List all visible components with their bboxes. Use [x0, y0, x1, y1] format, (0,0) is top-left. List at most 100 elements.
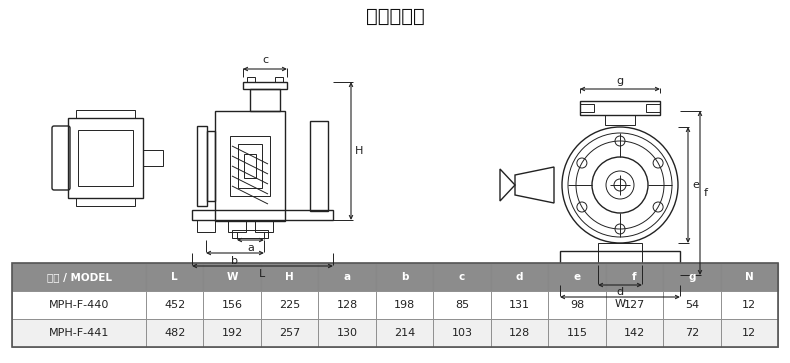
Bar	[663, 263, 720, 291]
Text: 131: 131	[509, 300, 530, 310]
Bar	[720, 319, 778, 347]
Bar	[491, 319, 548, 347]
Text: d: d	[616, 287, 623, 297]
Bar	[376, 291, 433, 319]
Bar	[605, 115, 635, 125]
Bar	[720, 263, 778, 291]
Bar	[76, 198, 135, 206]
Text: 72: 72	[685, 328, 699, 338]
Bar	[12, 263, 778, 347]
Text: 85: 85	[455, 300, 469, 310]
Text: a: a	[344, 272, 351, 282]
Bar	[247, 77, 255, 82]
Text: 214: 214	[394, 328, 416, 338]
Text: 128: 128	[509, 328, 530, 338]
Bar	[12, 263, 146, 291]
Text: 142: 142	[624, 328, 645, 338]
Text: 128: 128	[337, 300, 358, 310]
Bar	[146, 319, 204, 347]
Bar	[230, 136, 270, 196]
Bar	[660, 265, 680, 275]
Text: L: L	[171, 272, 178, 282]
Bar	[197, 220, 215, 232]
Bar	[68, 118, 143, 198]
Text: 482: 482	[164, 328, 186, 338]
Text: 192: 192	[222, 328, 243, 338]
Bar	[606, 263, 663, 291]
Bar	[255, 220, 273, 232]
Bar	[663, 319, 720, 347]
Bar	[433, 319, 491, 347]
Bar	[228, 220, 246, 232]
Bar	[192, 210, 333, 220]
Bar	[491, 263, 548, 291]
Bar	[598, 243, 642, 265]
Bar	[143, 150, 163, 166]
Text: 130: 130	[337, 328, 358, 338]
Text: c: c	[262, 55, 268, 65]
Bar	[243, 82, 287, 89]
Text: 103: 103	[452, 328, 472, 338]
Text: W: W	[227, 272, 238, 282]
Bar	[146, 263, 204, 291]
Bar	[548, 319, 606, 347]
Text: g: g	[616, 76, 623, 86]
Bar	[663, 291, 720, 319]
Text: f: f	[704, 188, 708, 198]
Bar	[560, 265, 580, 275]
Bar	[548, 291, 606, 319]
Bar	[197, 126, 207, 206]
Text: 127: 127	[624, 300, 645, 310]
Bar	[232, 230, 268, 238]
Text: MPH-F-441: MPH-F-441	[49, 328, 109, 338]
Bar	[12, 319, 146, 347]
Bar	[261, 291, 318, 319]
Text: H: H	[355, 146, 363, 156]
Bar	[318, 291, 376, 319]
Bar	[76, 110, 135, 118]
Bar	[606, 319, 663, 347]
Bar	[204, 263, 261, 291]
Bar	[275, 77, 283, 82]
Text: g: g	[688, 272, 695, 282]
Text: e: e	[692, 180, 699, 190]
Bar	[318, 263, 376, 291]
Bar	[548, 263, 606, 291]
Text: N: N	[745, 272, 754, 282]
Text: d: d	[516, 272, 523, 282]
Text: MPH-F-440: MPH-F-440	[49, 300, 109, 310]
Bar	[146, 291, 204, 319]
Text: 115: 115	[566, 328, 588, 338]
Text: 98: 98	[570, 300, 584, 310]
Bar	[207, 131, 215, 201]
Bar	[646, 104, 660, 112]
Bar	[433, 263, 491, 291]
Bar	[244, 154, 256, 178]
Bar	[204, 319, 261, 347]
Text: f: f	[632, 272, 637, 282]
Bar	[261, 263, 318, 291]
Text: a: a	[247, 243, 254, 253]
Bar	[215, 111, 285, 221]
Text: 225: 225	[279, 300, 300, 310]
Text: 198: 198	[394, 300, 416, 310]
Bar	[720, 291, 778, 319]
Bar	[560, 251, 680, 265]
Bar	[12, 291, 146, 319]
Text: 安装尺寸图: 安装尺寸图	[366, 7, 424, 25]
Bar	[261, 319, 318, 347]
Bar	[491, 291, 548, 319]
Text: b: b	[401, 272, 408, 282]
Bar	[580, 101, 660, 115]
Bar	[376, 263, 433, 291]
Bar	[606, 291, 663, 319]
Bar	[433, 291, 491, 319]
Bar	[580, 104, 594, 112]
Text: 156: 156	[222, 300, 243, 310]
Text: c: c	[459, 272, 465, 282]
Text: 型式 / MODEL: 型式 / MODEL	[47, 272, 111, 282]
Bar	[238, 144, 262, 188]
Bar	[204, 291, 261, 319]
Bar	[310, 121, 328, 211]
Bar	[250, 89, 280, 111]
